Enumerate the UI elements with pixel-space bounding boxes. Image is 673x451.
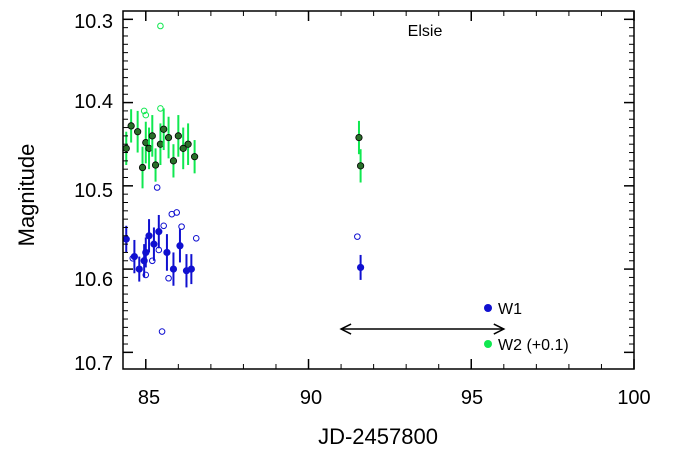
legend-item-w1: W1: [484, 301, 522, 318]
axis-ticks: [123, 11, 635, 369]
point-w2-0-1: [151, 161, 160, 169]
point-w2-open: [157, 22, 164, 30]
y-tick-label: 10.6: [74, 269, 113, 291]
y-tick-label: 10.3: [74, 11, 113, 33]
point-w2-0-1: [138, 163, 147, 172]
annotation: Elsie: [339, 23, 506, 335]
legend-label-w1: W1: [498, 301, 522, 318]
x-tick-label: 100: [617, 387, 650, 409]
point-w2-0-1: [127, 122, 135, 130]
point-w2-0-1: [191, 153, 199, 161]
point-w2-0-1: [174, 132, 182, 140]
annotation-arrow: [339, 323, 506, 335]
point-w1: [122, 235, 130, 243]
point-w2-0-1: [142, 138, 150, 147]
point-w1: [356, 263, 365, 272]
point-w2-0-1: [122, 144, 130, 152]
point-w2-0-1: [164, 133, 173, 142]
x-axis-title: JD-2457800: [318, 424, 438, 449]
arrow-head-left: [339, 323, 352, 335]
point-w1-open: [155, 246, 163, 254]
legend-marker-w2: [484, 340, 492, 348]
x-tick-label: 90: [300, 387, 322, 409]
point-w2-0-1: [156, 140, 165, 148]
point-w1-open: [173, 209, 181, 216]
point-w1-open: [153, 184, 161, 191]
point-w1: [142, 248, 150, 257]
point-w1-open: [160, 222, 167, 230]
arrow-head-right: [493, 323, 506, 335]
point-w1-open: [192, 234, 200, 242]
point-w2-0-1: [356, 162, 365, 170]
point-w2-0-1: [179, 144, 187, 152]
point-w2-0-1: [148, 132, 156, 140]
point-w2-0-1: [145, 144, 153, 152]
legend-item-w2: W2 (+0.1): [484, 337, 569, 354]
point-w2-open: [140, 107, 148, 115]
point-w2-0-1: [184, 140, 192, 148]
point-w2-0-1: [134, 128, 142, 136]
point-w2-0-1: [355, 133, 363, 142]
point-w2-0-1: [169, 157, 178, 165]
point-w1: [145, 232, 153, 240]
point-w1: [155, 228, 163, 236]
point-w1: [169, 265, 178, 273]
x-tick-label: 95: [461, 387, 483, 409]
point-w1-open: [165, 274, 172, 282]
point-w1-open: [142, 271, 150, 279]
legend-label-w2: W2 (+0.1): [498, 337, 569, 354]
x-tick-label: 85: [138, 387, 160, 409]
point-w1-open: [129, 254, 137, 262]
point-w1-open: [158, 328, 166, 335]
chart-marks: [122, 22, 365, 335]
point-w1: [163, 248, 171, 257]
point-w1: [187, 265, 195, 273]
legend-marker-w1: [484, 304, 492, 312]
point-w1: [150, 240, 158, 248]
y-tick-label: 10.7: [74, 353, 113, 375]
plot-frame: [122, 10, 635, 370]
point-w1-open: [354, 233, 361, 240]
y-tick-labels: 10.3 10.4 10.5 10.6 10.7: [74, 11, 113, 375]
y-tick-label: 10.5: [74, 180, 113, 202]
annotation-label: Elsie: [408, 23, 443, 40]
point-w1-open: [148, 257, 156, 265]
point-w1: [176, 242, 184, 250]
point-w2-open: [142, 111, 150, 119]
point-w2-open: [157, 105, 164, 112]
point-w1-open: [178, 223, 185, 230]
point-w1: [135, 265, 143, 273]
legend: W1 W2 (+0.1): [484, 301, 569, 354]
y-axis-title: Magnitude: [14, 144, 39, 247]
point-w2-0-1: [160, 125, 168, 133]
y-tick-label: 10.4: [74, 91, 113, 113]
x-tick-labels: 85 90 95 100: [138, 387, 651, 409]
